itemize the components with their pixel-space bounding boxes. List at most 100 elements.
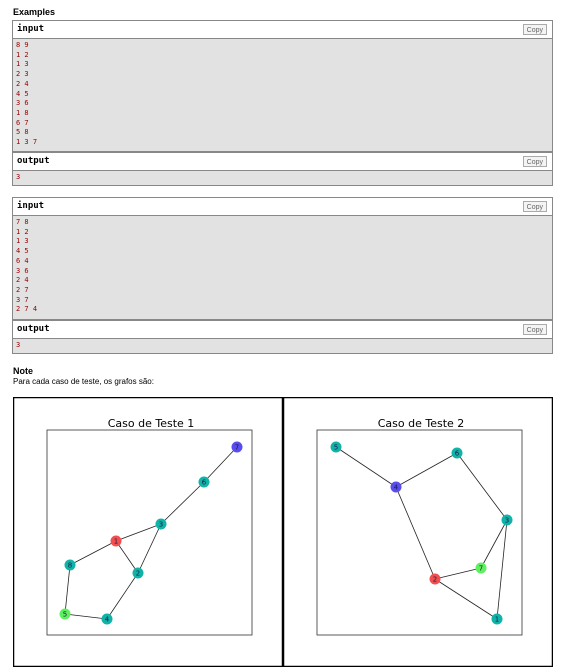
- output-label: output: [17, 324, 50, 334]
- input-line: 8 9: [16, 41, 29, 49]
- graph-node: [451, 447, 463, 459]
- input-line: 5 8: [16, 128, 29, 137]
- graph-layer: 1 2 3 4 5 6 7 8 1 2 3 4 5 6 7: [59, 441, 513, 625]
- graph-edge: [395, 486, 436, 580]
- graph-node: [475, 562, 487, 574]
- graph-node: [501, 514, 513, 526]
- copy-output-button[interactable]: Copy: [522, 324, 547, 335]
- graph-edge: [160, 481, 205, 525]
- input-line: 4 5: [16, 247, 29, 256]
- graph-node-label: 3: [159, 521, 163, 529]
- graph-node-label: 2: [136, 570, 140, 578]
- input-line: 2 7: [16, 285, 29, 294]
- graph-edge: [115, 523, 162, 542]
- note-heading: Note: [13, 366, 33, 376]
- graph-node: [390, 481, 402, 493]
- input-line: 3 7: [16, 295, 29, 304]
- input-line: 1 2: [16, 50, 29, 59]
- graph-node: [132, 567, 144, 579]
- graph-node-label: 7: [479, 565, 483, 573]
- input-label: input: [17, 24, 45, 34]
- graph-edge: [69, 540, 117, 566]
- input-line: 1 3: [16, 60, 29, 69]
- graph-edge: [335, 446, 397, 488]
- copy-input-button[interactable]: Copy: [522, 24, 547, 35]
- graph-node-label: 8: [68, 562, 72, 570]
- input-line: 2 3: [16, 70, 29, 79]
- graph-node-label: 6: [455, 450, 460, 458]
- input-line: 1 2: [16, 227, 29, 236]
- input-line: 4 5: [16, 89, 29, 98]
- graph-edge: [137, 523, 162, 574]
- graph-panel-1-border: [12, 396, 284, 668]
- copy-input-button[interactable]: Copy: [522, 201, 547, 212]
- input-line: 2 7 4: [16, 305, 38, 314]
- graph-node-label: 3: [505, 517, 509, 525]
- graph-node-label: 5: [334, 444, 338, 452]
- output-header: output Copy: [12, 152, 553, 171]
- output-header: output Copy: [12, 320, 553, 339]
- graph-edge: [496, 519, 508, 620]
- graph-node: [110, 535, 122, 547]
- graph-node-label: 5: [63, 611, 67, 619]
- graph-node: [330, 441, 342, 453]
- input-label: input: [17, 201, 45, 211]
- output-line: 3: [16, 341, 21, 349]
- graph-node-label: 2: [433, 576, 437, 584]
- input-header: input Copy: [12, 197, 553, 216]
- graph-edge: [203, 446, 238, 483]
- graph-node: [64, 559, 76, 571]
- graph-edge: [64, 564, 71, 615]
- graph-node: [491, 613, 503, 625]
- graph-node-label: 7: [235, 444, 239, 452]
- graph-edge: [64, 613, 108, 620]
- input-line: 1 8: [16, 108, 29, 117]
- graphs-figure: Caso de Teste 1 Caso de Teste 2 1 2 3 4 5 6 7 8…: [12, 396, 554, 668]
- output-content: 3: [12, 171, 553, 186]
- input-line: 3 6: [16, 266, 29, 275]
- examples-heading: Examples: [13, 7, 56, 17]
- output-line: 3: [16, 173, 21, 181]
- graph-edge: [480, 519, 508, 569]
- note-text: Para cada caso de teste, os grafos são:: [13, 377, 154, 386]
- graph-node: [198, 476, 210, 488]
- graph-node: [59, 608, 71, 620]
- input-line: 6 4: [16, 256, 29, 265]
- graph-node: [429, 573, 441, 585]
- graph-edge: [456, 452, 508, 521]
- graph-node-label: 4: [105, 616, 110, 624]
- input-header: input Copy: [12, 20, 553, 39]
- input-line: 7 8: [16, 218, 29, 226]
- input-line: 1 3 7: [16, 138, 38, 147]
- graph-panel-2-border: [282, 396, 554, 668]
- input-line: 2 4: [16, 276, 29, 285]
- graph-node-label: 1: [495, 616, 499, 624]
- input-line: 6 7: [16, 118, 29, 127]
- input-line: 2 4: [16, 79, 29, 88]
- output-label: output: [17, 156, 50, 166]
- graph-node: [155, 518, 167, 530]
- graph-edge: [395, 452, 458, 488]
- output-content: 3: [12, 339, 553, 354]
- graph-edge: [106, 572, 139, 620]
- graph-node: [101, 613, 113, 625]
- graph-node-label: 6: [202, 479, 207, 487]
- graph-2-title: Caso de Teste 2: [378, 417, 465, 430]
- graph-1-axes-frame: [46, 429, 253, 636]
- graph-node: [231, 441, 243, 453]
- input-line: 3 6: [16, 99, 29, 108]
- graph-edge: [115, 540, 139, 574]
- graph-1-title: Caso de Teste 1: [108, 417, 195, 430]
- input-line: 1 3: [16, 237, 29, 246]
- graph-1: 1 2 3 4 5 6 7 8: [59, 441, 243, 625]
- graphs-svg: Caso de Teste 1 Caso de Teste 2 1 2 3 4 5 6 7 8…: [12, 396, 554, 668]
- copy-output-button[interactable]: Copy: [522, 156, 547, 167]
- graph-node-label: 1: [114, 538, 118, 546]
- graph-2-axes-frame: [316, 429, 523, 636]
- graph-2: 1 2 3 4 5 6 7: [330, 441, 513, 625]
- graph-edge: [434, 567, 482, 580]
